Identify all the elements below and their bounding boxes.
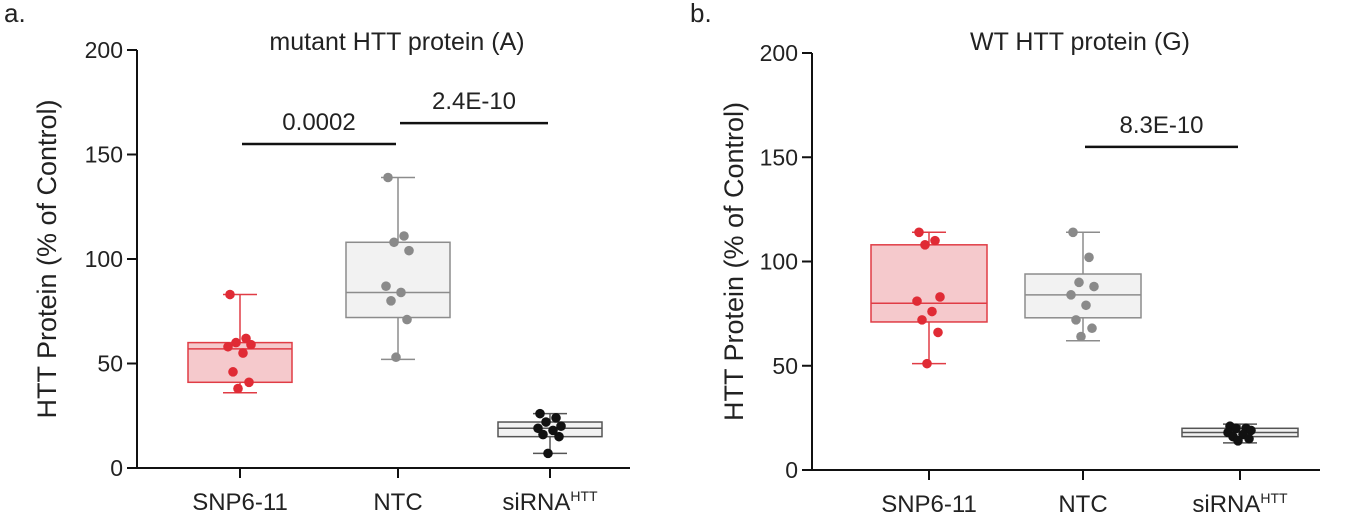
data-point [1071, 315, 1081, 325]
box-snp6-11 [187, 289, 293, 394]
y-tick-label: 50 [772, 353, 798, 379]
box-ntc [345, 172, 451, 363]
panel-label: a. [4, 0, 26, 28]
data-point [238, 348, 248, 358]
x-tick-label-main: SNP6-11 [881, 491, 977, 518]
data-point [383, 172, 393, 183]
data-point [391, 352, 401, 363]
chart-title: WT HTT protein (G) [970, 28, 1190, 56]
y-tick-label: 150 [85, 142, 123, 168]
box-iqr [345, 241, 451, 319]
significance-label: 8.3E-10 [1119, 112, 1203, 139]
x-tick-label: NTC [373, 489, 422, 516]
x-tick-label-main: siRNA [1192, 491, 1260, 518]
data-point [1089, 281, 1099, 292]
data-point [231, 337, 241, 348]
x-tick-label-main: siRNA [502, 489, 570, 516]
x-tick-label-main: NTC [373, 489, 422, 516]
data-point [541, 417, 551, 427]
data-point [244, 377, 254, 388]
y-tick-label: 0 [785, 457, 798, 483]
panel-label: b. [690, 0, 712, 28]
data-point [396, 287, 406, 298]
x-tick-label-main: NTC [1058, 491, 1107, 518]
data-point [228, 367, 238, 377]
data-point [1233, 436, 1243, 446]
data-point [386, 296, 396, 306]
data-point [402, 314, 412, 325]
chart-panel-a: a. mutant HTT protein (A) HTT Protein (% o… [4, 0, 630, 516]
data-point [1231, 423, 1241, 434]
data-point [404, 245, 414, 256]
data-point [233, 383, 243, 394]
data-point [556, 421, 566, 432]
box-sirna-htt [497, 408, 603, 459]
data-point [917, 315, 927, 325]
data-point [551, 413, 561, 423]
x-tick-label-main: SNP6-11 [192, 489, 288, 516]
data-point [1076, 331, 1086, 342]
data-point [538, 429, 548, 440]
data-point [922, 358, 932, 369]
box-ntc [1024, 227, 1142, 342]
x-tick-label: siRNAHTT [1192, 490, 1288, 518]
data-point [225, 289, 235, 300]
significance-label: 2.4E-10 [432, 88, 516, 115]
data-point [935, 292, 945, 302]
x-tick-label: NTC [1058, 491, 1107, 518]
data-point [1084, 252, 1094, 263]
data-point [554, 431, 564, 442]
chart-panel-b: b. WT HTT protein (G) HTT Protein (% of Co… [690, 0, 1320, 518]
data-point [914, 227, 924, 238]
data-point [1246, 425, 1256, 436]
x-tick-label: SNP6-11 [192, 489, 288, 516]
x-tick-label-superscript: HTT [570, 488, 598, 504]
box-snp6-11 [870, 227, 988, 369]
data-point [1244, 433, 1254, 444]
data-point [1081, 300, 1091, 311]
data-point [381, 281, 391, 291]
data-point [399, 231, 409, 241]
y-tick-label: 200 [760, 40, 798, 66]
significance-label: 0.0002 [282, 109, 355, 136]
y-tick-label: 100 [760, 249, 798, 275]
data-point [1068, 227, 1078, 238]
data-point [246, 339, 256, 350]
data-point [933, 327, 943, 338]
y-tick-label: 150 [760, 144, 798, 170]
data-point [920, 240, 930, 250]
data-point [927, 306, 937, 317]
data-point [223, 341, 233, 352]
y-axis-label: HTT Protein (% of Control) [719, 102, 749, 421]
data-point [1066, 290, 1076, 300]
y-tick-label: 200 [85, 37, 123, 63]
data-point [912, 296, 922, 306]
data-point [389, 237, 399, 248]
y-axis-label: HTT Protein (% of Control) [32, 99, 62, 418]
data-point [1074, 277, 1084, 288]
y-tick-label: 50 [97, 351, 123, 377]
data-point [548, 425, 558, 436]
y-tick-label: 100 [85, 246, 123, 272]
x-tick-label: siRNAHTT [502, 488, 598, 516]
data-point [930, 235, 940, 246]
x-tick-label-superscript: HTT [1260, 490, 1288, 506]
x-tick-label: SNP6-11 [881, 491, 977, 518]
data-point [543, 448, 553, 459]
data-point [1087, 323, 1097, 334]
box-sirna-htt [1181, 421, 1299, 446]
y-tick-label: 0 [110, 455, 123, 481]
data-point [535, 408, 545, 419]
chart-title: mutant HTT protein (A) [269, 28, 524, 56]
